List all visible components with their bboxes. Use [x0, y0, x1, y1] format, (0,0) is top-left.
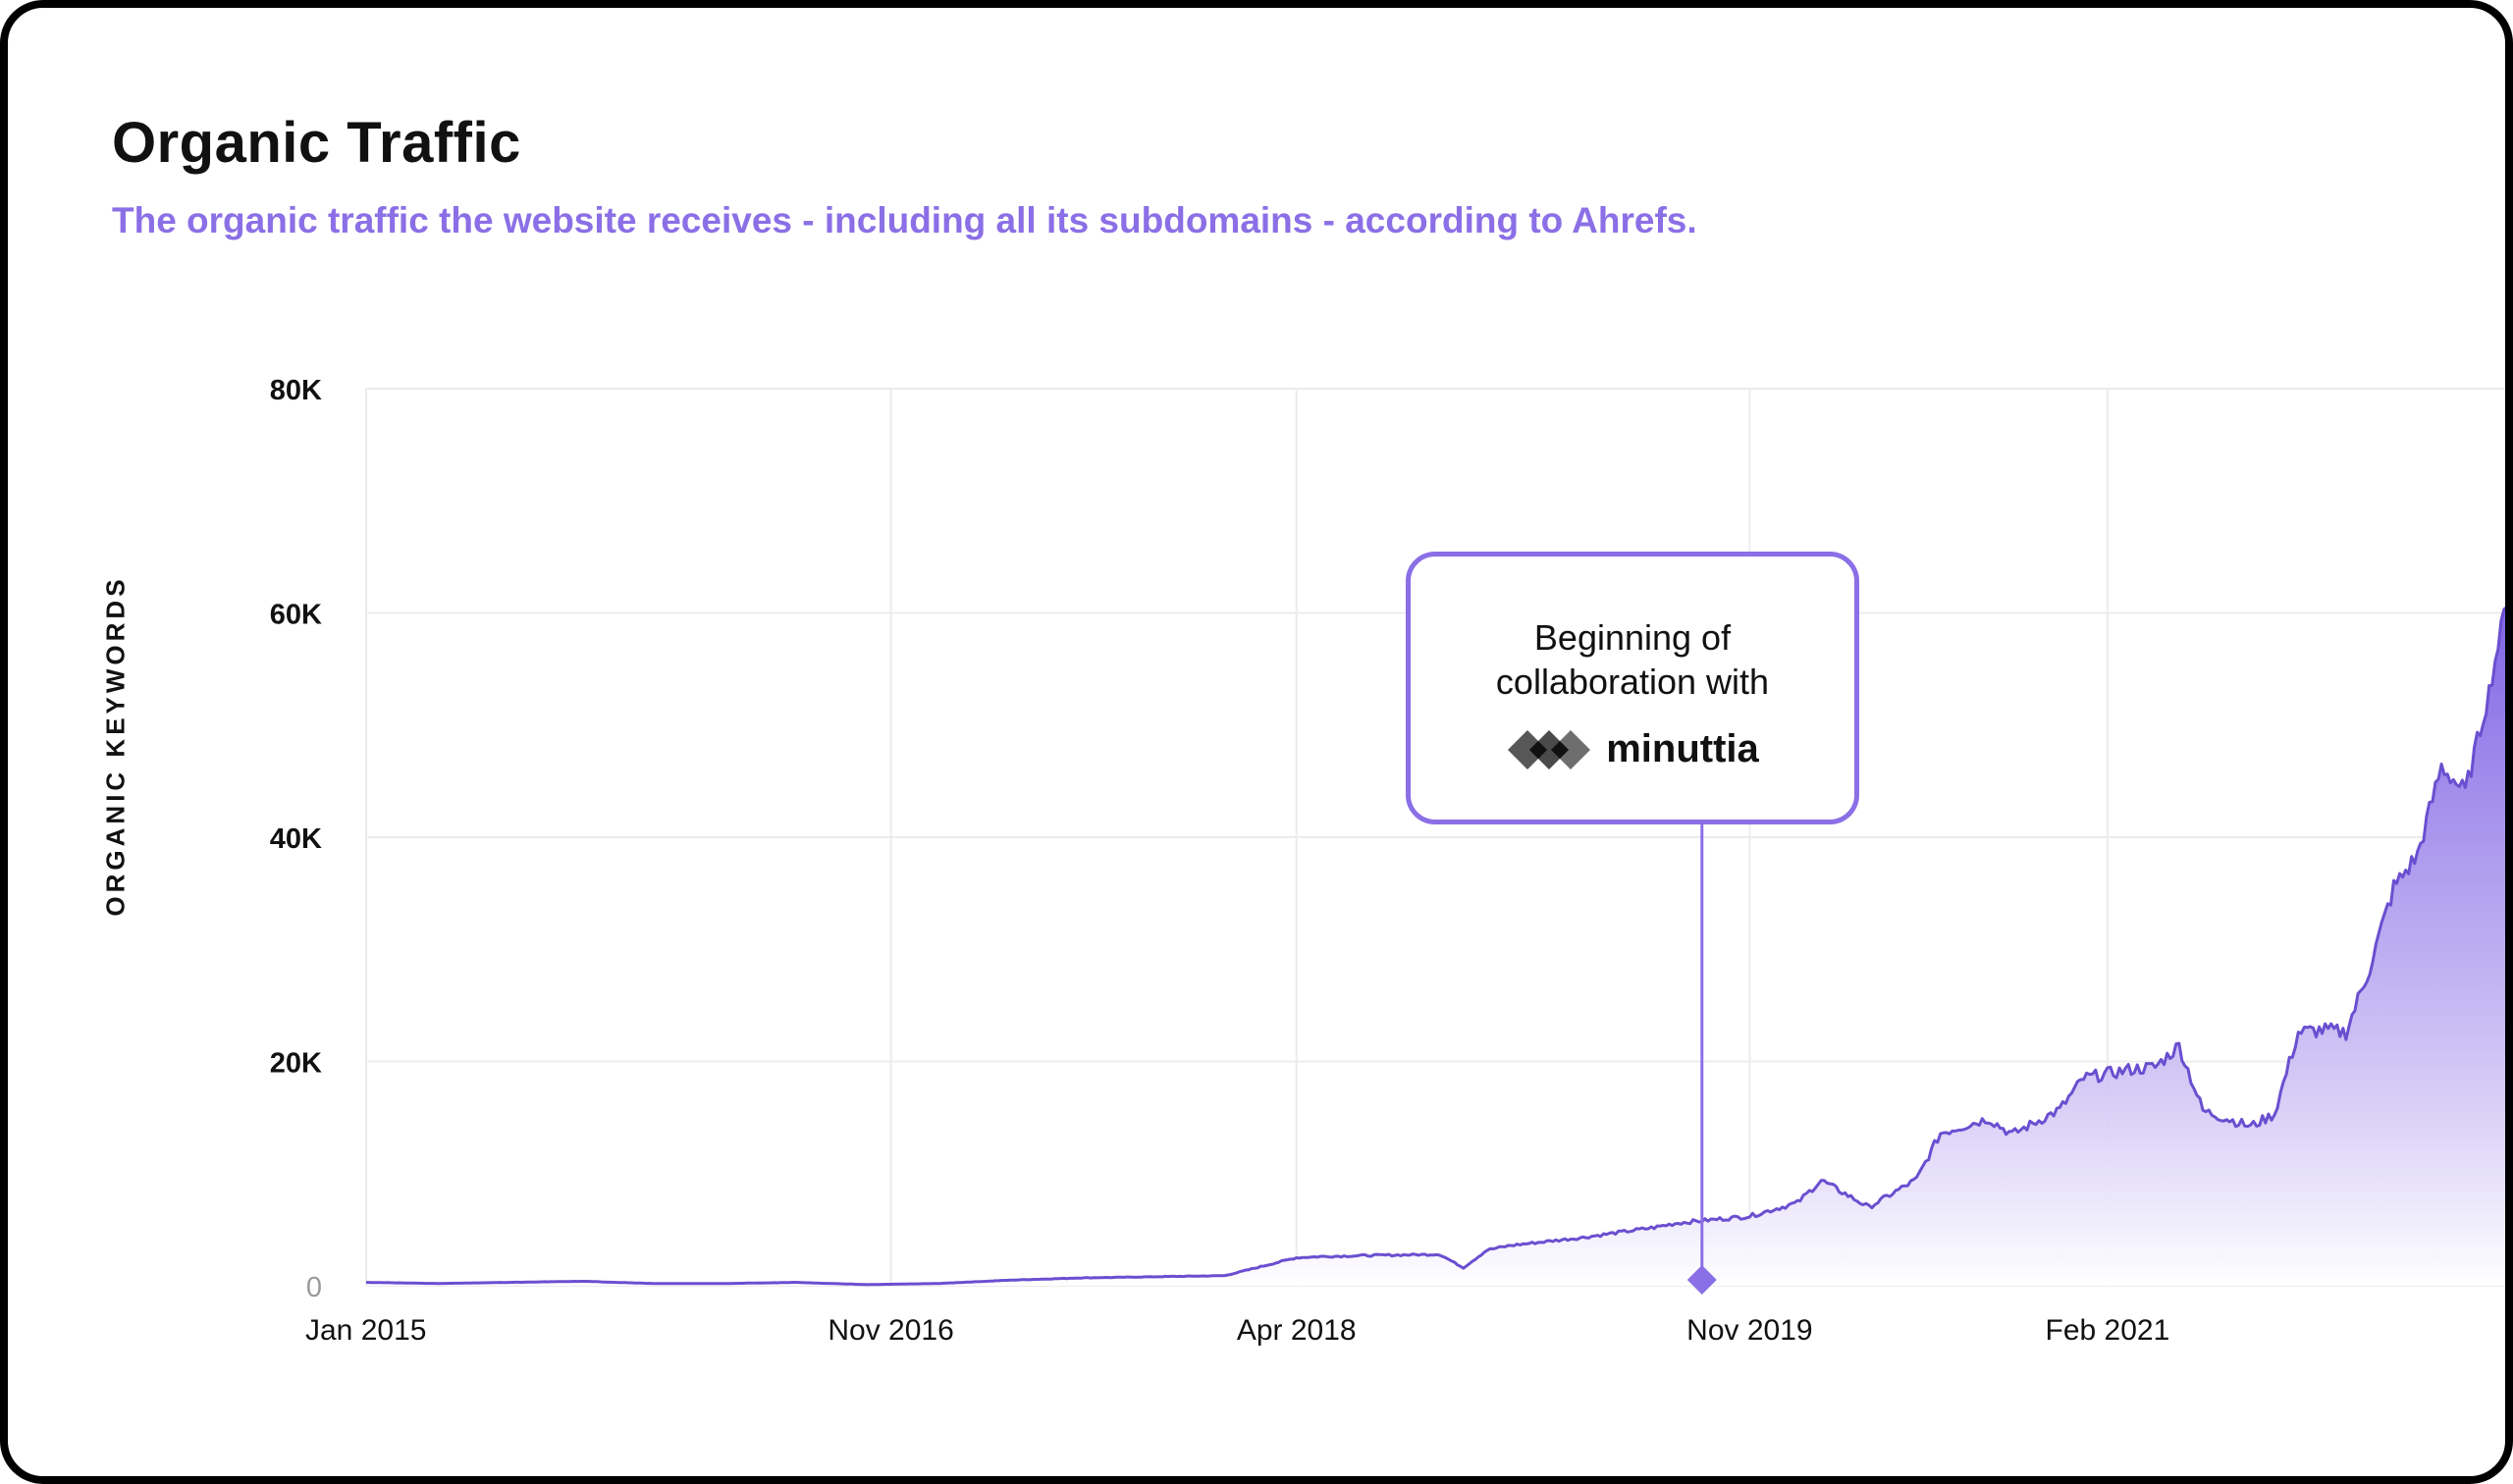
annotation-marker[interactable]	[1686, 1265, 1717, 1295]
axis-ticks: 0 20K 40K 60K 80K Jan 2015 Nov 2016 Apr 2018 Nov…	[270, 375, 2169, 1347]
x-tick-label: Feb 2021	[2046, 1314, 2170, 1347]
x-tick-label: Jan 2015	[305, 1314, 426, 1347]
chart-subtitle: The organic traffic the website receives…	[112, 200, 1697, 240]
y-tick-label: 20K	[270, 1048, 322, 1080]
minuttia-logo: minuttia	[1411, 727, 1854, 771]
y-tick-label: 80K	[270, 375, 322, 406]
grid-lines	[365, 388, 2505, 1287]
x-tick-label: Nov 2016	[828, 1314, 953, 1347]
y-tick-label: 60K	[270, 600, 322, 631]
annotation-callout: Beginning of collaboration with minuttia	[1406, 552, 1859, 824]
x-tick-label: Nov 2019	[1686, 1314, 1812, 1347]
y-tick-label: 0	[306, 1272, 322, 1303]
minuttia-logo-text: minuttia	[1606, 727, 1759, 770]
traffic-chart: 0 20K 40K 60K 80K Jan 2015 Nov 2016 Apr 2018 Nov…	[270, 375, 2505, 1347]
minuttia-logo-icon	[1508, 729, 1591, 769]
x-tick-label: Apr 2018	[1237, 1314, 1357, 1347]
traffic-area	[366, 608, 2505, 1286]
y-tick-label: 40K	[270, 823, 322, 855]
traffic-line	[366, 607, 2505, 1287]
annotation-text: Beginning of collaboration with	[1495, 617, 1770, 702]
chart-title: Organic Traffic	[112, 111, 521, 175]
